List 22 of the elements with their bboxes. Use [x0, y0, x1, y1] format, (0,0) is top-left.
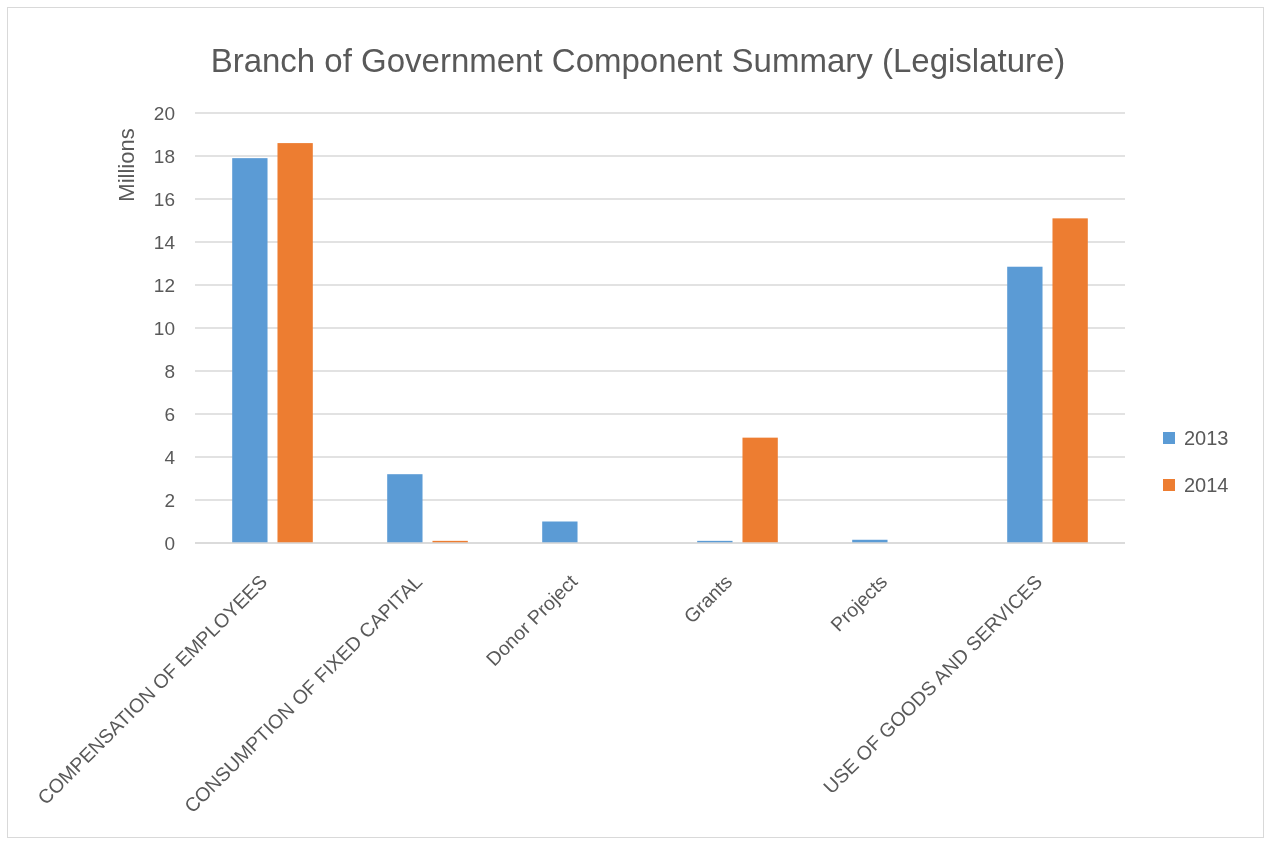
y-tick-label: 16: [153, 188, 175, 210]
legend-label: 2013: [1184, 427, 1229, 449]
y-tick-label: 12: [153, 274, 175, 296]
y-tick-label: 0: [164, 532, 175, 554]
y-axis-title: Millions: [114, 128, 139, 202]
bar: [742, 437, 778, 543]
bar: [387, 474, 423, 543]
bar: [277, 143, 313, 543]
bar: [1007, 266, 1043, 543]
y-tick-label: 8: [164, 360, 175, 382]
y-tick-label: 20: [153, 102, 175, 124]
y-tick-label: 10: [153, 317, 175, 339]
y-tick-label: 6: [164, 403, 175, 425]
y-tick-label: 2: [164, 489, 175, 511]
bar: [1052, 218, 1088, 543]
bar: [542, 521, 578, 543]
y-tick-label: 14: [153, 231, 176, 253]
y-tick-label: 18: [153, 145, 175, 167]
chart-title: Branch of Government Component Summary (Legislature): [210, 42, 1066, 79]
legend-label: 2014: [1184, 474, 1229, 496]
bar: [232, 158, 268, 543]
y-tick-label: 4: [164, 446, 176, 468]
